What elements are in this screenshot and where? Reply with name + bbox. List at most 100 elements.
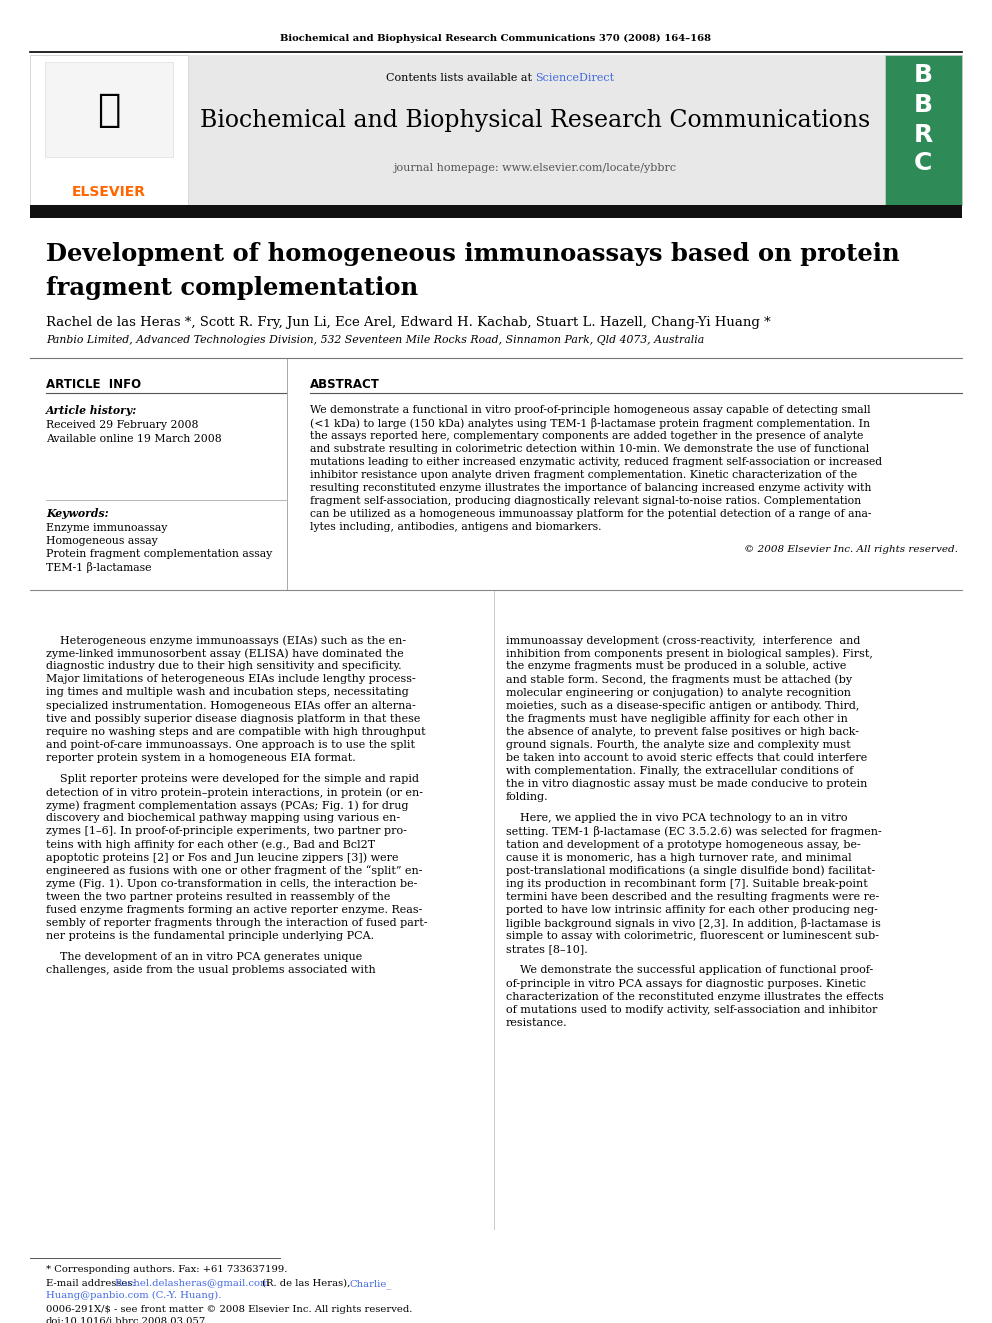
Text: fused enzyme fragments forming an active reporter enzyme. Reas-: fused enzyme fragments forming an active…: [46, 905, 423, 916]
FancyBboxPatch shape: [287, 359, 288, 590]
Text: B: B: [914, 64, 932, 87]
Text: zymes [1–6]. In proof-of-principle experiments, two partner pro-: zymes [1–6]. In proof-of-principle exper…: [46, 827, 407, 836]
Text: Major limitations of heterogeneous EIAs include lengthy process-: Major limitations of heterogeneous EIAs …: [46, 675, 416, 684]
Text: Development of homogeneous immunoassays based on protein: Development of homogeneous immunoassays …: [46, 242, 900, 266]
Text: Huang@panbio.com (C.-Y. Huang).: Huang@panbio.com (C.-Y. Huang).: [46, 1291, 221, 1301]
Text: Received 29 February 2008: Received 29 February 2008: [46, 419, 198, 430]
Text: diagnostic industry due to their high sensitivity and specificity.: diagnostic industry due to their high se…: [46, 662, 402, 671]
Text: * Corresponding authors. Fax: +61 733637199.: * Corresponding authors. Fax: +61 733637…: [46, 1265, 288, 1274]
Text: resistance.: resistance.: [506, 1017, 567, 1028]
Text: Biochemical and Biophysical Research Communications: Biochemical and Biophysical Research Com…: [199, 108, 870, 131]
Text: © 2008 Elsevier Inc. All rights reserved.: © 2008 Elsevier Inc. All rights reserved…: [744, 545, 958, 554]
Text: ARTICLE  INFO: ARTICLE INFO: [46, 378, 141, 392]
Text: sembly of reporter fragments through the interaction of fused part-: sembly of reporter fragments through the…: [46, 918, 428, 929]
Text: teins with high affinity for each other (e.g., Bad and Bcl2T: teins with high affinity for each other …: [46, 840, 375, 851]
FancyBboxPatch shape: [885, 56, 962, 205]
Text: lytes including, antibodies, antigens and biomarkers.: lytes including, antibodies, antigens an…: [310, 523, 601, 532]
Text: specialized instrumentation. Homogeneous EIAs offer an alterna-: specialized instrumentation. Homogeneous…: [46, 700, 416, 710]
Text: ing its production in recombinant form [7]. Suitable break-point: ing its production in recombinant form […: [506, 878, 868, 889]
Text: zyme (Fig. 1). Upon co-transformation in cells, the interaction be-: zyme (Fig. 1). Upon co-transformation in…: [46, 878, 418, 889]
Text: ner proteins is the fundamental principle underlying PCA.: ner proteins is the fundamental principl…: [46, 931, 374, 941]
Text: Homogeneous assay: Homogeneous assay: [46, 536, 158, 546]
Text: Heterogeneous enzyme immunoassays (EIAs) such as the en-: Heterogeneous enzyme immunoassays (EIAs)…: [46, 635, 406, 646]
Text: Split reporter proteins were developed for the simple and rapid: Split reporter proteins were developed f…: [46, 774, 419, 785]
Text: journal homepage: www.elsevier.com/locate/ybbrc: journal homepage: www.elsevier.com/locat…: [394, 163, 677, 173]
Text: resulting reconstituted enzyme illustrates the importance of balancing increased: resulting reconstituted enzyme illustrat…: [310, 483, 871, 493]
Text: Enzyme immunoassay: Enzyme immunoassay: [46, 523, 168, 533]
Text: (<1 kDa) to large (150 kDa) analytes using TEM-1 β-lactamase protein fragment co: (<1 kDa) to large (150 kDa) analytes usi…: [310, 418, 870, 429]
Text: (R. de las Heras),: (R. de las Heras),: [259, 1279, 353, 1289]
Text: of-principle in vitro PCA assays for diagnostic purposes. Kinetic: of-principle in vitro PCA assays for dia…: [506, 979, 866, 988]
Text: termini have been described and the resulting fragments were re-: termini have been described and the resu…: [506, 892, 879, 902]
Text: E-mail addresses:: E-mail addresses:: [46, 1279, 139, 1289]
Text: require no washing steps and are compatible with high throughput: require no washing steps and are compati…: [46, 726, 426, 737]
Text: 0006-291X/$ - see front matter © 2008 Elsevier Inc. All rights reserved.: 0006-291X/$ - see front matter © 2008 El…: [46, 1304, 413, 1314]
Text: cause it is monomeric, has a high turnover rate, and minimal: cause it is monomeric, has a high turnov…: [506, 852, 851, 863]
Text: moieties, such as a disease-specific antigen or antibody. Third,: moieties, such as a disease-specific ant…: [506, 700, 859, 710]
Text: TEM-1 β-lactamase: TEM-1 β-lactamase: [46, 562, 152, 573]
Text: fragment complementation: fragment complementation: [46, 277, 418, 300]
Text: inhibition from components present in biological samples). First,: inhibition from components present in bi…: [506, 648, 873, 659]
Text: fragment self-association, producing diagnostically relevant signal-to-noise rat: fragment self-association, producing dia…: [310, 496, 861, 505]
Text: setting. TEM-1 β-lactamase (EC 3.5.2.6) was selected for fragmen-: setting. TEM-1 β-lactamase (EC 3.5.2.6) …: [506, 827, 882, 837]
Text: can be utilized as a homogeneous immunoassay platform for the potential detectio: can be utilized as a homogeneous immunoa…: [310, 509, 872, 519]
Text: ported to have low intrinsic affinity for each other producing neg-: ported to have low intrinsic affinity fo…: [506, 905, 878, 916]
Text: ELSEVIER: ELSEVIER: [72, 185, 146, 198]
FancyBboxPatch shape: [30, 56, 188, 205]
Text: C: C: [914, 151, 932, 175]
Text: with complementation. Finally, the extracellular conditions of: with complementation. Finally, the extra…: [506, 766, 853, 777]
Text: molecular engineering or conjugation) to analyte recognition: molecular engineering or conjugation) to…: [506, 688, 851, 699]
Text: Panbio Limited, Advanced Technologies Division, 532 Seventeen Mile Rocks Road, S: Panbio Limited, Advanced Technologies Di…: [46, 335, 704, 345]
Text: discovery and biochemical pathway mapping using various en-: discovery and biochemical pathway mappin…: [46, 814, 400, 823]
Text: Rachel.delasheras@gmail.com: Rachel.delasheras@gmail.com: [114, 1279, 270, 1289]
Text: the absence of analyte, to prevent false positives or high back-: the absence of analyte, to prevent false…: [506, 726, 859, 737]
Text: ing times and multiple wash and incubation steps, necessitating: ing times and multiple wash and incubati…: [46, 688, 409, 697]
Text: the in vitro diagnostic assay must be made conducive to protein: the in vitro diagnostic assay must be ma…: [506, 779, 867, 789]
Text: apoptotic proteins [2] or Fos and Jun leucine zippers [3]) were: apoptotic proteins [2] or Fos and Jun le…: [46, 852, 399, 863]
Text: Keywords:: Keywords:: [46, 508, 109, 519]
Text: 🌲: 🌲: [97, 91, 121, 130]
Text: B: B: [914, 93, 932, 116]
FancyBboxPatch shape: [45, 62, 173, 157]
Text: zyme-linked immunosorbent assay (ELISA) have dominated the: zyme-linked immunosorbent assay (ELISA) …: [46, 648, 404, 659]
Text: immunoassay development (cross-reactivity,  interference  and: immunoassay development (cross-reactivit…: [506, 635, 860, 646]
Text: engineered as fusions with one or other fragment of the “split” en-: engineered as fusions with one or other …: [46, 865, 423, 876]
Text: tween the two partner proteins resulted in reassembly of the: tween the two partner proteins resulted …: [46, 892, 391, 902]
Text: ABSTRACT: ABSTRACT: [310, 378, 380, 392]
Text: The development of an in vitro PCA generates unique: The development of an in vitro PCA gener…: [46, 953, 362, 962]
Text: ligible background signals in vivo [2,3]. In addition, β-lactamase is: ligible background signals in vivo [2,3]…: [506, 918, 881, 929]
FancyBboxPatch shape: [494, 590, 495, 1230]
Text: Rachel de las Heras *, Scott R. Fry, Jun Li, Ece Arel, Edward H. Kachab, Stuart : Rachel de las Heras *, Scott R. Fry, Jun…: [46, 316, 771, 329]
Text: ScienceDirect: ScienceDirect: [535, 73, 614, 83]
Text: strates [8–10].: strates [8–10].: [506, 945, 587, 954]
Text: doi:10.1016/j.bbrc.2008.03.057: doi:10.1016/j.bbrc.2008.03.057: [46, 1316, 206, 1323]
Text: the enzyme fragments must be produced in a soluble, active: the enzyme fragments must be produced in…: [506, 662, 846, 671]
Text: and point-of-care immunoassays. One approach is to use the split: and point-of-care immunoassays. One appr…: [46, 740, 415, 750]
FancyBboxPatch shape: [30, 205, 962, 218]
Text: tation and development of a prototype homogeneous assay, be-: tation and development of a prototype ho…: [506, 840, 861, 849]
Text: the fragments must have negligible affinity for each other in: the fragments must have negligible affin…: [506, 713, 848, 724]
Text: Biochemical and Biophysical Research Communications 370 (2008) 164–168: Biochemical and Biophysical Research Com…: [281, 33, 711, 42]
Text: tive and possibly superior disease diagnosis platform in that these: tive and possibly superior disease diagn…: [46, 713, 421, 724]
Text: Contents lists available at: Contents lists available at: [386, 73, 535, 83]
Text: We demonstrate a functional in vitro proof-of-principle homogeneous assay capabl: We demonstrate a functional in vitro pro…: [310, 405, 871, 415]
Text: Here, we applied the in vivo PCA technology to an in vitro: Here, we applied the in vivo PCA technol…: [506, 814, 847, 823]
Text: Protein fragment complementation assay: Protein fragment complementation assay: [46, 549, 272, 560]
Text: characterization of the reconstituted enzyme illustrates the effects: characterization of the reconstituted en…: [506, 992, 884, 1002]
Text: Article history:: Article history:: [46, 405, 137, 415]
Text: zyme) fragment complementation assays (PCAs; Fig. 1) for drug: zyme) fragment complementation assays (P…: [46, 800, 409, 811]
Text: and substrate resulting in colorimetric detection within 10-min. We demonstrate : and substrate resulting in colorimetric …: [310, 445, 869, 454]
Text: mutations leading to either increased enzymatic activity, reduced fragment self-: mutations leading to either increased en…: [310, 456, 882, 467]
Text: challenges, aside from the usual problems associated with: challenges, aside from the usual problem…: [46, 966, 376, 975]
Text: of mutations used to modify activity, self-association and inhibitor: of mutations used to modify activity, se…: [506, 1004, 877, 1015]
Text: inhibitor resistance upon analyte driven fragment complementation. Kinetic chara: inhibitor resistance upon analyte driven…: [310, 470, 857, 480]
Text: reporter protein system in a homogeneous EIA format.: reporter protein system in a homogeneous…: [46, 753, 356, 763]
Text: and stable form. Second, the fragments must be attached (by: and stable form. Second, the fragments m…: [506, 675, 852, 685]
Text: post-translational modifications (a single disulfide bond) facilitat-: post-translational modifications (a sing…: [506, 865, 875, 876]
Text: Charlie_: Charlie_: [349, 1279, 392, 1289]
Text: detection of in vitro protein–protein interactions, in protein (or en-: detection of in vitro protein–protein in…: [46, 787, 423, 798]
Text: be taken into account to avoid steric effects that could interfere: be taken into account to avoid steric ef…: [506, 753, 867, 763]
Text: ground signals. Fourth, the analyte size and complexity must: ground signals. Fourth, the analyte size…: [506, 740, 850, 750]
Text: We demonstrate the successful application of functional proof-: We demonstrate the successful applicatio…: [506, 966, 873, 975]
FancyBboxPatch shape: [30, 56, 962, 205]
